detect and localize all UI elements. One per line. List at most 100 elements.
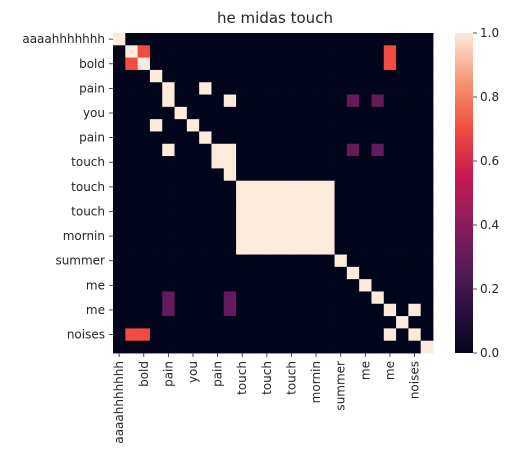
heatmap-cell [199,131,212,145]
heatmap-cell [273,291,286,305]
heatmap-cell [125,143,139,157]
heatmap-cell [322,328,335,342]
heatmap-cell [346,279,360,292]
x-tick-label: pain [161,361,175,387]
heatmap-cell [162,291,175,305]
heatmap-cell [383,242,397,255]
heatmap-cell [297,94,311,108]
heatmap-cell [236,180,249,194]
heatmap-cell [137,316,151,329]
heatmap-cell [113,266,126,280]
heatmap-cell [248,106,262,120]
heatmap-cell [137,266,151,280]
y-tick-label: pain [79,131,105,145]
heatmap-cell [211,205,225,219]
heatmap-cell [248,131,262,145]
heatmap-cell [211,316,225,329]
heatmap-cell [396,193,409,206]
heatmap-cell [149,279,163,292]
heatmap-cell [199,229,212,243]
heatmap-cell [223,303,237,317]
heatmap-cell [149,69,163,83]
heatmap-cell [396,217,409,231]
heatmap-cell [285,193,299,206]
heatmap-cell [149,82,163,95]
heatmap-cell [383,69,397,83]
heatmap-cell [186,180,200,194]
heatmap-cell [125,266,139,280]
heatmap-cell [186,340,200,354]
heatmap-cell [309,242,323,255]
heatmap-cell [199,180,212,194]
heatmap-cell [260,291,274,305]
heatmap-cell [149,193,163,206]
heatmap-cell [285,279,299,292]
heatmap-cell [309,205,323,219]
heatmap-cell [273,279,286,292]
heatmap-cell [260,328,274,342]
heatmap-cell [285,291,299,305]
heatmap-cell [248,291,262,305]
heatmap-cell [223,217,237,231]
heatmap-cell [285,229,299,243]
heatmap-cell [260,242,274,255]
heatmap-cell [420,316,434,329]
heatmap-cell [174,340,188,354]
heatmap-cell [137,279,151,292]
heatmap-cell [334,69,348,83]
heatmap-cell [199,266,212,280]
heatmap-cell [149,94,163,108]
heatmap-cell [211,131,225,145]
colorbar-tick-label: 0.2 [480,282,499,296]
heatmap-cell [199,69,212,83]
heatmap-cell [113,193,126,206]
heatmap-cell [260,266,274,280]
heatmap-cell [186,69,200,83]
heatmap-cell [137,242,151,255]
heatmap-cell [408,94,422,108]
heatmap-cell [260,254,274,268]
heatmap-cell [162,303,175,317]
heatmap-cell [309,180,323,194]
heatmap-cell [297,340,311,354]
heatmap-cell [285,156,299,169]
heatmap-cell [408,119,422,132]
heatmap-cell [236,303,249,317]
heatmap-cell [371,316,385,329]
heatmap-cell [396,229,409,243]
heatmap-cell [113,57,126,71]
heatmap-cell [236,82,249,95]
heatmap-cell [174,303,188,317]
heatmap-cell [137,205,151,219]
heatmap-cell [285,316,299,329]
heatmap-cell [383,193,397,206]
heatmap-cell [174,131,188,145]
heatmap-cell [383,119,397,132]
heatmap-cell [186,303,200,317]
heatmap-cell [211,242,225,255]
heatmap-cell [125,205,139,219]
heatmap-cell [334,57,348,71]
heatmap-cell [174,119,188,132]
heatmap-cell [408,205,422,219]
heatmap-cell [223,119,237,132]
heatmap-cell [174,328,188,342]
heatmap-cell [297,156,311,169]
heatmap-cell [236,279,249,292]
heatmap-cell [273,328,286,342]
heatmap-cell [420,328,434,342]
heatmap-cell [186,94,200,108]
heatmap-cell [125,328,139,342]
heatmap-cell [260,156,274,169]
heatmap-cell [396,69,409,83]
heatmap-cell [162,69,175,83]
heatmap-cell [174,143,188,157]
heatmap-cell [334,316,348,329]
heatmap-cell [137,328,151,342]
heatmap-cell [371,328,385,342]
heatmap-cell [346,57,360,71]
heatmap-cell [236,33,249,46]
heatmap-cell [408,69,422,83]
heatmap-cell [186,229,200,243]
heatmap-cell [199,119,212,132]
